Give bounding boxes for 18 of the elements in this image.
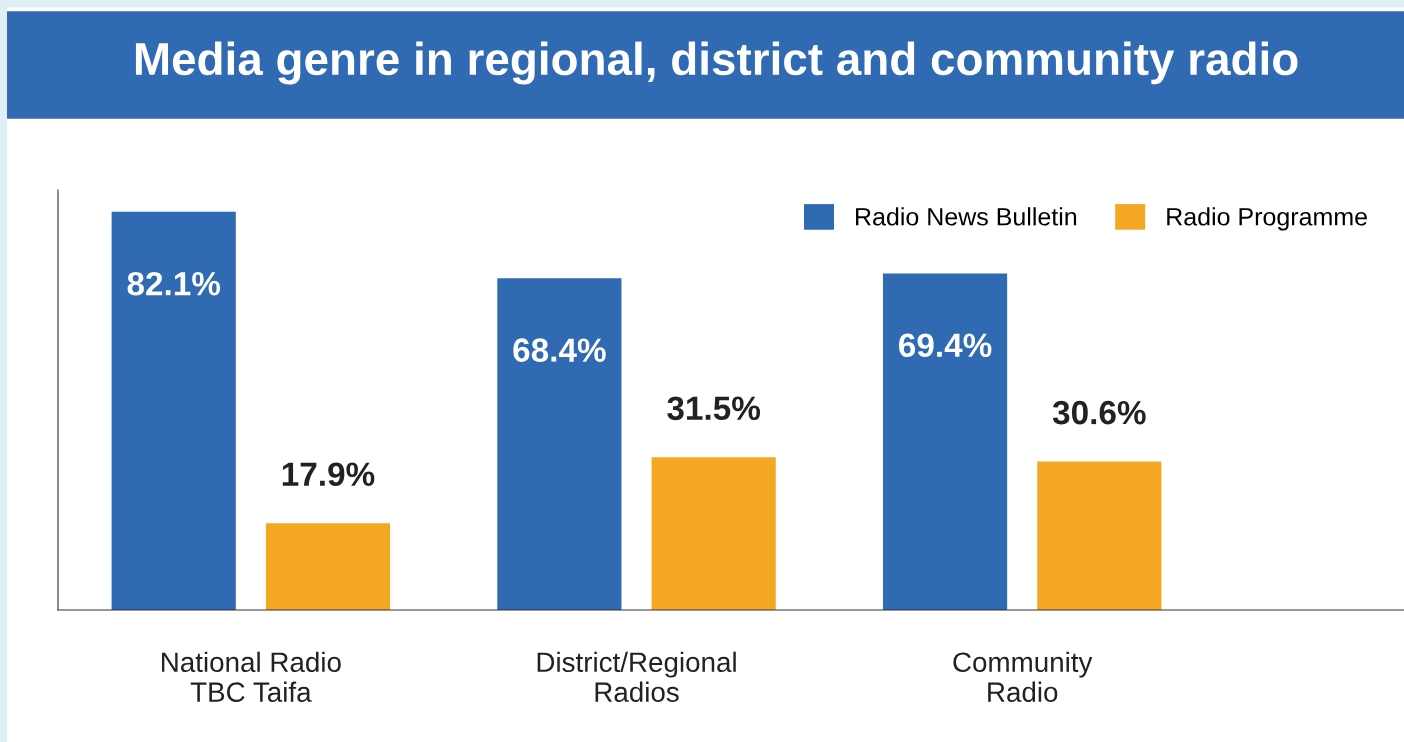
x-tick-label: National Radio TBC Taifa bbox=[162, 651, 341, 702]
legend-label: Radio News Bulletin bbox=[856, 207, 1077, 226]
data-label: 30.6% bbox=[1052, 400, 1146, 425]
bar bbox=[1037, 461, 1162, 610]
data-label: 17.9% bbox=[282, 462, 375, 487]
data-label: 68.4% bbox=[513, 338, 606, 362]
bar bbox=[651, 457, 776, 610]
bar bbox=[111, 211, 236, 610]
x-tick-label: Community Radio bbox=[953, 651, 1093, 702]
x-tick-label: District/Regional Radios bbox=[537, 651, 736, 702]
legend-label: Radio Programme bbox=[1167, 207, 1367, 231]
data-label: 82.1% bbox=[127, 271, 221, 296]
data-label: 69.4% bbox=[899, 333, 992, 358]
chart-title: Media genre in regional, district and community radio bbox=[135, 41, 1298, 85]
bar bbox=[497, 278, 622, 610]
bar bbox=[265, 523, 391, 610]
data-label: 31.5% bbox=[667, 396, 761, 421]
bar bbox=[882, 273, 1008, 610]
